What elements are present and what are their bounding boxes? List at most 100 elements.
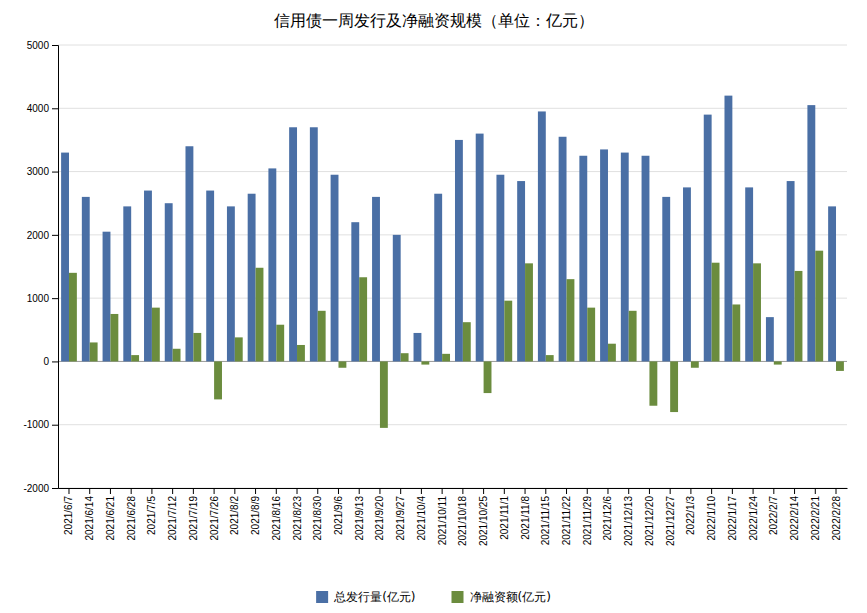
tick-mark [670, 488, 671, 494]
bar [69, 273, 77, 362]
tick-mark [628, 488, 629, 494]
tick-mark [255, 488, 256, 494]
bar [434, 194, 442, 362]
bar [463, 322, 471, 361]
bar [828, 206, 836, 361]
tick-label: 2021/12/27 [665, 496, 676, 546]
tick-label: 2021/10/25 [478, 496, 489, 546]
bar [338, 361, 346, 367]
tick-mark [297, 488, 298, 494]
tick-label: 2021/11/1 [499, 496, 510, 540]
tick-mark [110, 488, 111, 494]
tick-label: 2022/1/17 [727, 496, 738, 541]
bar [579, 156, 587, 362]
bar-series [61, 96, 836, 362]
bar [662, 197, 670, 362]
bars [61, 96, 844, 428]
tick-mark [193, 488, 194, 494]
bar [766, 317, 774, 361]
tick: 2021/10/11 [437, 488, 448, 545]
bar [185, 146, 193, 361]
tick-label: 0 [43, 356, 49, 367]
bar [753, 263, 761, 361]
tick-mark [566, 488, 567, 494]
bar [359, 277, 367, 361]
tick-mark [234, 488, 235, 494]
tick-mark [504, 488, 505, 494]
bar [103, 232, 111, 362]
tick: 2021/7/19 [188, 488, 199, 541]
bar [504, 301, 512, 362]
tick: 2021/8/16 [271, 488, 282, 541]
tick-label: 2021/10/11 [437, 496, 448, 546]
tick-label: 2021/8/16 [271, 496, 282, 541]
tick-label: 2021/9/6 [333, 496, 344, 535]
tick: 2021/10/18 [457, 488, 468, 546]
tick-mark [462, 488, 463, 494]
tick-label: 2021/7/26 [209, 496, 220, 541]
bar [807, 105, 815, 361]
tick-mark [442, 488, 443, 494]
tick-mark [587, 488, 588, 494]
bar [795, 271, 803, 361]
bar [165, 203, 173, 361]
tick: 2021/6/21 [105, 488, 116, 541]
tick: -1000 [23, 419, 58, 430]
bar [173, 349, 181, 362]
legend-label: 净融资额(亿元) [470, 590, 551, 604]
bar [289, 127, 297, 361]
tick-label: 2021/12/6 [602, 496, 613, 541]
tick-mark [815, 488, 816, 494]
tick-mark [379, 488, 380, 494]
bar [276, 325, 284, 362]
tick-label: 2022/1/24 [748, 496, 759, 541]
tick-mark [52, 488, 58, 489]
legend-item: 总发行量(亿元) [316, 590, 415, 604]
bar [704, 115, 712, 362]
tick: 0 [43, 356, 58, 367]
tick: 5000 [27, 40, 58, 51]
tick-mark [483, 488, 484, 494]
tick-mark [52, 172, 58, 173]
grid-line [58, 488, 847, 489]
bar [567, 279, 575, 361]
tick-label: 4000 [27, 103, 50, 114]
bar [414, 333, 422, 361]
tick-mark [773, 488, 774, 494]
tick: 4000 [27, 103, 58, 114]
bar [649, 361, 657, 405]
tick-label: 2021/6/14 [84, 496, 95, 541]
bar [372, 197, 380, 362]
tick: 2021/12/27 [665, 488, 676, 546]
tick-label: 2021/10/18 [457, 496, 468, 546]
tick: 2000 [27, 230, 58, 241]
tick-label: 2022/2/21 [810, 496, 821, 541]
tick: 2022/2/7 [768, 488, 779, 535]
tick: -2000 [23, 483, 58, 494]
bar [214, 361, 222, 399]
bar [401, 353, 409, 361]
bar [724, 96, 732, 362]
tick: 2021/9/13 [354, 488, 365, 541]
tick: 2021/11/29 [582, 488, 593, 545]
tick-label: 2021/8/9 [250, 496, 261, 535]
bar [61, 153, 69, 362]
tick-mark [525, 488, 526, 494]
bar [152, 308, 160, 362]
bar [836, 361, 844, 370]
tick-label: 2021/8/30 [312, 496, 323, 541]
tick-mark [172, 488, 173, 494]
tick: 2021/10/25 [478, 488, 489, 546]
chart: 信用债一周发行及净融资规模（单位：亿元）-2000-10000100020003… [0, 0, 867, 613]
bar [496, 175, 504, 362]
tick: 2021/9/27 [395, 488, 406, 541]
tick: 2022/1/17 [727, 488, 738, 541]
tick-label: 2021/11/8 [520, 496, 531, 540]
axis-line [52, 46, 59, 489]
tick-label: 2021/11/29 [582, 496, 593, 546]
tick-mark [794, 488, 795, 494]
bar [538, 111, 546, 361]
tick: 2022/1/3 [685, 488, 696, 535]
tick: 2021/9/6 [333, 488, 344, 535]
tick-mark [400, 488, 401, 494]
